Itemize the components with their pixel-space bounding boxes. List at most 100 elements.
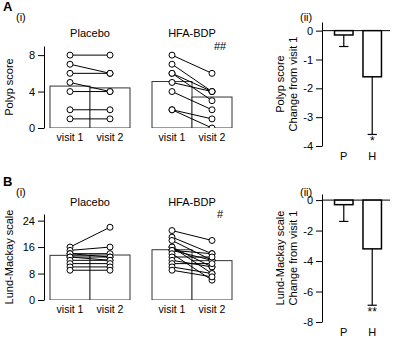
y-axis-title: Change from visit 1 <box>287 37 299 132</box>
subject-line <box>172 267 212 274</box>
y-tick-mark <box>38 247 44 248</box>
y-tick-label: 0 <box>29 122 35 134</box>
subject-point <box>107 89 113 95</box>
y-tick-mark <box>38 55 44 56</box>
y-tick-mark <box>38 128 44 129</box>
subject-line <box>172 247 212 273</box>
y-tick-mark <box>316 117 322 118</box>
subject-point <box>169 107 175 113</box>
y-tick-label: -6 <box>303 286 313 298</box>
subject-line <box>70 118 110 119</box>
subject-point <box>67 52 73 58</box>
subject-line <box>172 247 212 267</box>
subject-point <box>107 52 113 58</box>
bar <box>152 82 192 128</box>
subject-point <box>209 98 215 104</box>
error-bar <box>372 77 373 135</box>
error-bar <box>372 249 373 305</box>
plot-area <box>335 31 382 135</box>
y-tick-label: -4 <box>303 255 313 267</box>
y-tick-label: 16 <box>23 241 35 253</box>
y-axis-title: Polyp score <box>3 58 15 115</box>
bar <box>90 88 130 128</box>
subject-point <box>209 70 215 76</box>
x-tick-label: visit 2 <box>97 303 124 315</box>
subtitle: (i) <box>16 11 26 23</box>
subject-point <box>209 89 215 95</box>
chart-1: (ii)0-1-2-3-4Polyp scoreChange from visi… <box>274 11 390 162</box>
group-name: HFA-BDP <box>168 27 216 39</box>
subject-point <box>209 125 215 128</box>
x-tick-label: visit 1 <box>57 131 84 143</box>
x-tick-label: visit 1 <box>159 131 186 143</box>
group-name: HFA-BDP <box>168 196 216 208</box>
y-axis: 0-1-2-3-4 <box>303 23 322 153</box>
y-tick-label: 8 <box>29 49 35 61</box>
y-tick-mark <box>38 92 44 93</box>
y-tick: 8 <box>29 268 44 280</box>
error-cap <box>339 221 348 222</box>
plot-area <box>50 52 232 128</box>
bar <box>192 261 232 300</box>
subject-line <box>70 82 110 91</box>
y-axis-line <box>322 195 323 323</box>
subject-line <box>70 64 110 73</box>
x-tick-label: H <box>368 150 376 162</box>
subject-line <box>172 110 212 119</box>
y-tick-label: 8 <box>29 268 35 280</box>
subject-point <box>169 107 175 113</box>
bar <box>50 255 90 300</box>
subject-line <box>172 73 212 100</box>
bar <box>50 86 90 128</box>
subject-point <box>67 267 73 273</box>
panel-label: A <box>3 0 13 14</box>
subject-line <box>172 73 212 91</box>
subject-point <box>107 224 113 230</box>
subject-point <box>209 261 215 267</box>
y-tick-mark <box>38 274 44 275</box>
subject-point <box>107 89 113 95</box>
bar <box>335 200 353 205</box>
y-tick-mark <box>316 31 322 32</box>
subject-line <box>70 91 110 92</box>
subject-point <box>107 267 113 273</box>
subject-point <box>67 79 73 85</box>
y-axis: 081624 <box>23 215 45 307</box>
y-tick: -3 <box>303 111 322 123</box>
y-axis-title: Polyp score <box>274 55 286 112</box>
significance: * <box>370 134 375 148</box>
y-tick-mark <box>316 261 322 262</box>
subject-point <box>67 116 73 122</box>
panel-label: B <box>3 174 12 189</box>
subject-line <box>172 254 212 280</box>
subject-point <box>169 52 175 58</box>
y-tick-mark <box>38 300 44 301</box>
y-tick: -2 <box>303 82 322 94</box>
y-tick: 0 <box>29 122 44 134</box>
plot-area <box>335 200 382 305</box>
subject-line <box>172 92 212 110</box>
y-tick-label: -3 <box>303 111 313 123</box>
y-tick-label: 0 <box>29 294 35 306</box>
subject-line <box>172 260 212 267</box>
bar <box>335 31 353 35</box>
subject-point <box>169 79 175 85</box>
subject-point <box>209 107 215 113</box>
subject-point <box>169 267 175 273</box>
y-tick-mark <box>316 59 322 60</box>
labels: PH** <box>340 305 377 338</box>
y-tick-label: -8 <box>303 316 313 328</box>
y-axis: 048 <box>29 47 45 135</box>
y-tick: -1 <box>303 54 322 66</box>
subject-line <box>172 82 212 91</box>
x-tick-label: visit 1 <box>159 303 186 315</box>
y-axis-title: Change from visit 1 <box>287 211 299 306</box>
x-tick-label: visit 1 <box>57 303 84 315</box>
y-tick-label: -4 <box>303 140 313 152</box>
y-tick: 8 <box>29 49 44 61</box>
subject-point <box>209 89 215 95</box>
subject-point <box>107 244 113 250</box>
y-tick: -6 <box>303 286 322 298</box>
subject-point <box>209 274 215 280</box>
y-tick-mark <box>316 231 322 232</box>
